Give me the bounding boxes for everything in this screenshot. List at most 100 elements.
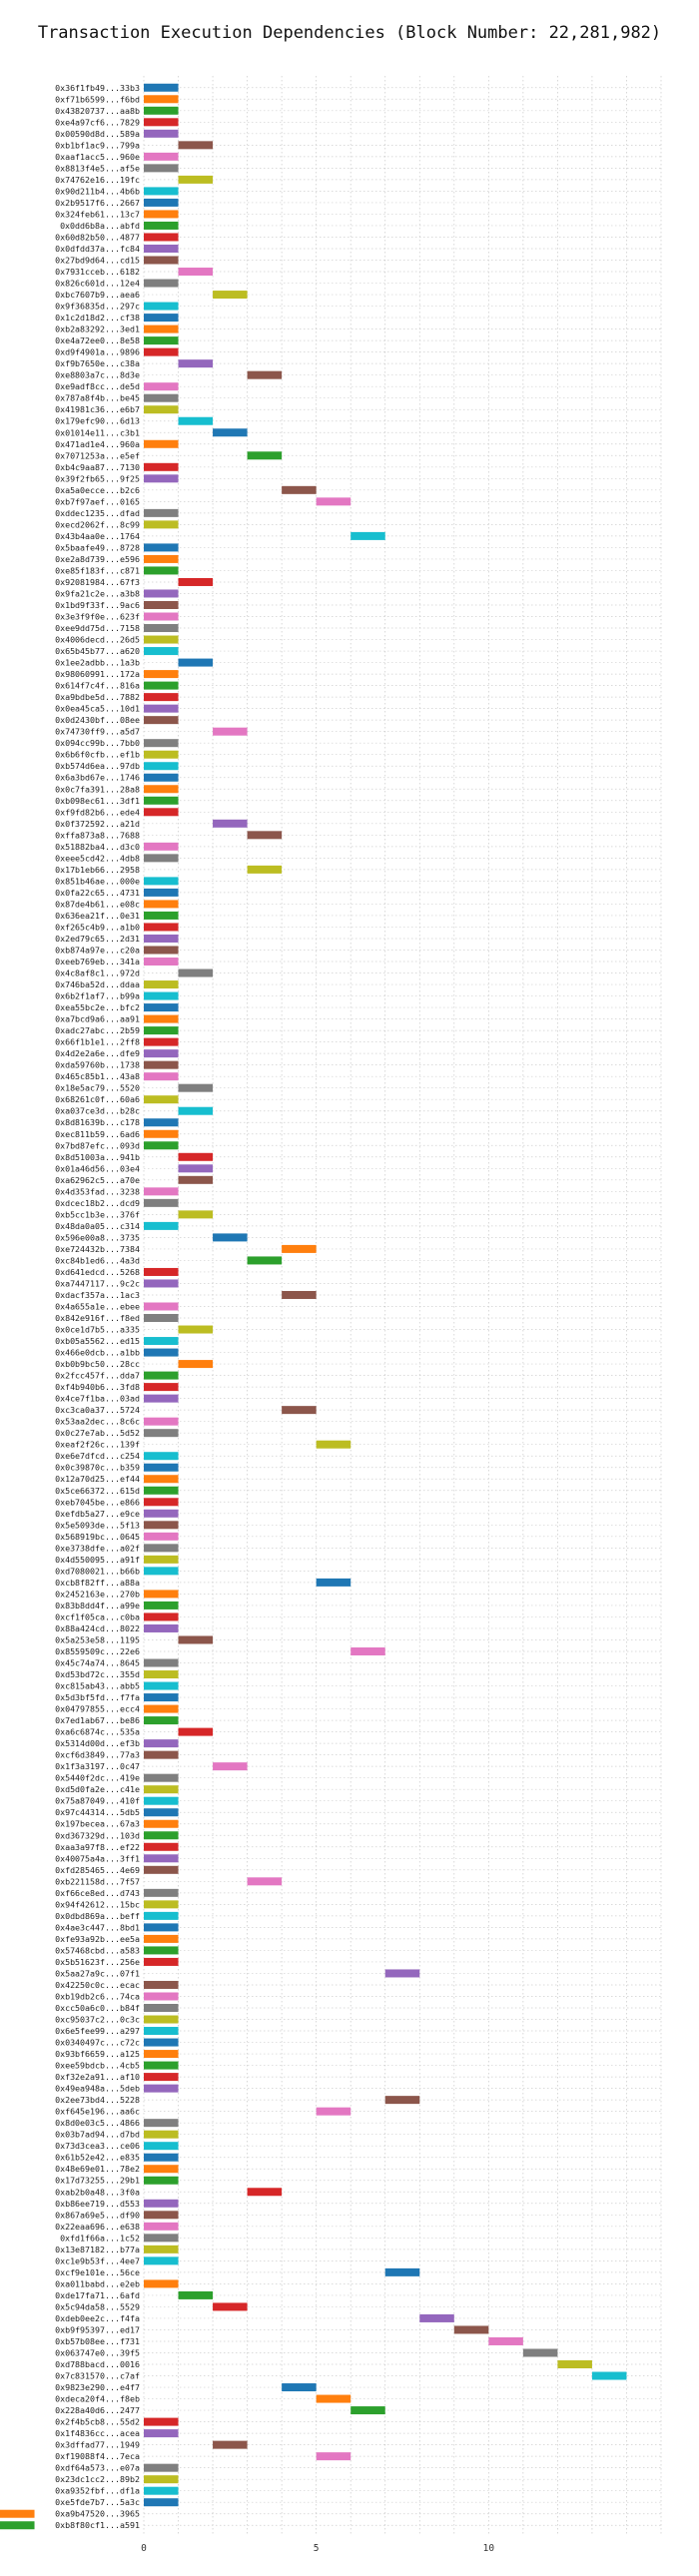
y-tick-label: 0xfd285465...4e69 [55, 1865, 140, 1875]
bar [144, 900, 179, 909]
y-tick-label: 0xd788bacd...0016 [55, 2359, 140, 2369]
y-tick-label: 0xde17fa71...6afd [55, 2290, 140, 2300]
y-tick-label: 0xa011babd...e2eb [55, 2278, 140, 2288]
bar [144, 2015, 179, 2024]
bar [213, 2302, 248, 2311]
bar [144, 314, 179, 322]
bar [144, 1383, 179, 1392]
bar [144, 1693, 179, 1702]
y-tick-label: 0x4a655a1e...ebee [55, 1302, 140, 1312]
bar [384, 2096, 420, 2105]
y-tick-label: 0xd367329d...103d [55, 1830, 140, 1840]
y-tick-label: 0xb05a5562...ed15 [55, 1336, 140, 1346]
bar [144, 1544, 179, 1553]
bar [144, 1521, 179, 1530]
y-tick-label: 0xe3738dfe...a02f [55, 1543, 140, 1553]
y-tick-label: 0xb574d6ea...97db [55, 761, 140, 771]
y-tick-label: 0xee59bdcb...4cb5 [55, 2061, 140, 2071]
bar [144, 1221, 179, 1230]
bar [144, 2142, 179, 2151]
bar [144, 1704, 179, 1713]
bar [144, 520, 179, 529]
y-tick-label: 0x4006decd...26d5 [55, 635, 140, 645]
bars [0, 83, 627, 2530]
y-tick-label: 0x01a46d56...03e4 [55, 1163, 140, 1173]
y-tick-label: 0x74762e16...19fc [55, 175, 140, 185]
bar [144, 2038, 179, 2047]
y-tick-label: 0xb8f80cf1...a591 [55, 2520, 140, 2530]
y-tick-label: 0x36f1fb49...33b3 [55, 83, 140, 93]
y-tick-label: 0x17b1eb66...2958 [55, 865, 140, 875]
bar [316, 2107, 351, 2116]
bar [453, 2325, 489, 2334]
y-tick-label: 0x842e916f...f8ed [55, 1313, 140, 1323]
bar [144, 589, 179, 598]
bar [144, 405, 179, 414]
bar [144, 1498, 179, 1507]
bar [144, 681, 179, 690]
y-tick-label: 0x867a69e5...df90 [55, 2210, 140, 2220]
y-tick-label: 0x636ea21f...0e31 [55, 911, 140, 921]
y-tick-label: 0x5a253e58...1195 [55, 1634, 140, 1644]
bar [178, 658, 214, 667]
y-tick-label: 0xee9dd75d...7158 [55, 623, 140, 633]
bar [282, 1406, 317, 1415]
bar [488, 2336, 523, 2345]
y-tick-label: 0x614f7c4f...816a [55, 681, 140, 691]
y-tick-label: 0x8813f4e5...af5e [55, 163, 140, 173]
bar [144, 1463, 179, 1472]
y-tick-label: 0x094cc99b...7bb0 [55, 738, 140, 748]
y-tick-label: 0x4c8af8c1...972d [55, 968, 140, 978]
y-tick-label: 0xf66ce8ed...d743 [55, 1888, 140, 1898]
y-tick-label: 0x98060991...172a [55, 669, 140, 679]
y-tick-label: 0xea55bc2e...bfc2 [55, 1002, 140, 1012]
bar [0, 2521, 35, 2530]
bar [144, 439, 179, 448]
bar [282, 1290, 317, 1299]
y-tick-label: 0xeeb769eb...341a [55, 957, 140, 966]
y-tick-label: 0xb19db2c6...74ca [55, 1991, 140, 2001]
bar [178, 268, 214, 277]
y-tick-label: 0x5440f2dc...419e [55, 1773, 140, 1783]
bar [282, 1244, 317, 1253]
y-tick-label: 0xc3ca0a37...5724 [55, 1405, 140, 1415]
bar [350, 531, 385, 540]
y-tick-label: 0xda59760b...1738 [55, 1060, 140, 1070]
bar [213, 2440, 248, 2449]
y-tick-label: 0x53aa2dec...8c6c [55, 1417, 140, 1427]
bar [144, 1141, 179, 1150]
y-tick-label: 0x0dbd869a...beff [55, 1911, 140, 1921]
bar [144, 347, 179, 356]
bar [522, 2348, 558, 2357]
bar [144, 2199, 179, 2208]
y-tick-label: 0x826c601d...12e4 [55, 279, 140, 289]
bar [178, 968, 214, 977]
bar [144, 393, 179, 402]
y-tick-label: 0x41981c36...e6b7 [55, 404, 140, 414]
y-tick-label: 0xdf64a573...e07a [55, 2463, 140, 2473]
bar [144, 1555, 179, 1564]
y-tick-label: 0x94f42612...15bc [55, 1899, 140, 1909]
y-tick-label: 0xefdb5a27...e9ce [55, 1509, 140, 1519]
y-tick-label: 0x1f3a3197...0c47 [55, 1761, 140, 1771]
y-tick-label: 0x5c94da58...5529 [55, 2301, 140, 2311]
bar [144, 2176, 179, 2185]
bar [178, 1106, 214, 1115]
y-tick-label: 0x8d81639b...c178 [55, 1117, 140, 1127]
y-tick-label: 0xa9b47520...3965 [55, 2509, 140, 2519]
y-tick-label: 0xf265c4b9...a1b0 [55, 922, 140, 932]
bar [144, 1072, 179, 1081]
bar [213, 727, 248, 736]
y-tick-label: 0xcf9e101e...56ce [55, 2267, 140, 2277]
y-tick-label: 0xbc7607b9...aea6 [55, 290, 140, 300]
bar [144, 1670, 179, 1679]
bar [144, 2050, 179, 2059]
y-tick-label: 0x43b4aa0e...1764 [55, 531, 140, 541]
bar [144, 716, 179, 725]
y-tick-label: 0x7ed1ab67...be86 [55, 1715, 140, 1725]
y-tick-label: 0x9fa21c2e...a3b8 [55, 588, 140, 598]
y-tick-label: 0xb2a83292...3ed1 [55, 324, 140, 334]
bar [144, 2061, 179, 2070]
bar [144, 842, 179, 851]
